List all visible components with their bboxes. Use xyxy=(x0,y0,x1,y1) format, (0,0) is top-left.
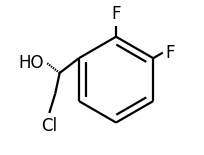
Text: HO: HO xyxy=(18,54,43,72)
Text: F: F xyxy=(166,44,175,62)
Text: F: F xyxy=(111,5,121,23)
Text: Cl: Cl xyxy=(41,117,57,135)
